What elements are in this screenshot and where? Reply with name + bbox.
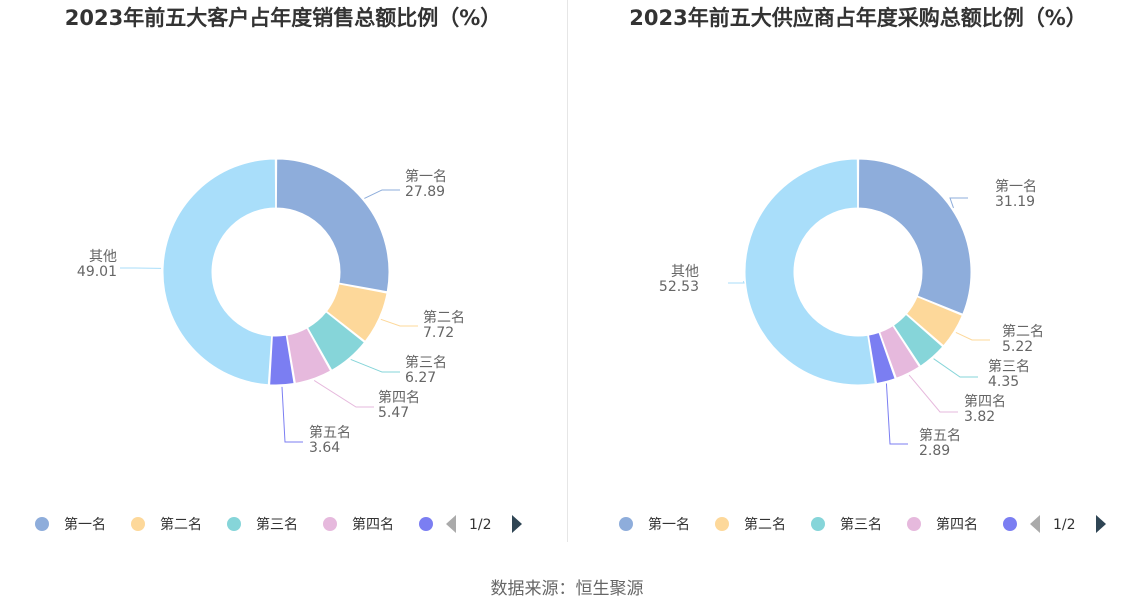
leader-line-1 — [949, 197, 968, 209]
slice-label-value-5: 3.64 — [309, 440, 340, 456]
slice-6[interactable] — [162, 158, 277, 386]
slice-label-value-6: 49.01 — [77, 264, 117, 280]
slice-label-name-6: 其他 — [671, 264, 699, 280]
legend-next-page-icon[interactable] — [1096, 515, 1106, 533]
slice-label-name-3: 第三名 — [405, 354, 447, 371]
legend-marker-5[interactable] — [1003, 517, 1017, 531]
legend-page-indicator: 1/2 — [469, 517, 492, 533]
legend-next-page-icon[interactable] — [512, 515, 522, 533]
legend-label-2[interactable]: 第二名 — [160, 516, 202, 533]
slice-label-value-1: 31.19 — [995, 194, 1035, 210]
slice-4[interactable] — [879, 325, 921, 379]
slice-label-value-1: 27.89 — [405, 184, 445, 200]
legend-label-4[interactable]: 第四名 — [352, 516, 394, 533]
slice-label-value-6: 52.53 — [659, 279, 699, 295]
slice-label-value-3: 4.35 — [988, 374, 1019, 390]
slice-label-name-2: 第二名 — [1002, 323, 1044, 340]
slice-2[interactable] — [905, 295, 963, 347]
slice-label-name-4: 第四名 — [964, 393, 1006, 410]
leader-line-5 — [281, 386, 303, 443]
leader-line-2 — [380, 318, 418, 327]
leader-line-4 — [313, 380, 374, 408]
leader-line-4 — [908, 374, 958, 413]
slice-label-value-2: 5.22 — [1002, 339, 1033, 355]
supplier-donut-chart: 第一名31.19第二名5.22第三名4.35第四名3.82第五名2.89其他52… — [619, 158, 1106, 533]
legend-page-indicator: 1/2 — [1053, 517, 1076, 533]
customer-chart-title: 2023年前五大客户占年度销售总额比例（%） — [64, 6, 502, 30]
slice-3[interactable] — [892, 313, 944, 367]
legend-marker-2[interactable] — [715, 517, 729, 531]
slice-2[interactable] — [325, 283, 388, 343]
slice-4[interactable] — [286, 327, 332, 384]
legend-marker-2[interactable] — [131, 517, 145, 531]
legend-prev-page-icon[interactable] — [446, 515, 456, 533]
slice-label-name-6: 其他 — [89, 249, 117, 265]
slice-label-value-4: 5.47 — [378, 405, 409, 421]
legend-label-1[interactable]: 第一名 — [64, 516, 106, 533]
slice-label-value-2: 7.72 — [423, 325, 454, 341]
slice-label-value-5: 2.89 — [919, 443, 950, 459]
slice-1[interactable] — [275, 158, 390, 293]
slice-label-name-2: 第二名 — [423, 309, 465, 326]
slice-label-name-5: 第五名 — [309, 424, 351, 441]
leader-line-3 — [933, 358, 978, 378]
slice-label-name-3: 第三名 — [988, 358, 1030, 375]
supplier-chart-panel: 2023年前五大供应商占年度采购总额比例（%） 第一名 31.19 第二名 5.22 第… — [568, 0, 1134, 560]
legend-marker-5[interactable] — [419, 517, 433, 531]
slice-5[interactable] — [269, 334, 295, 386]
legend-marker-3[interactable] — [811, 517, 825, 531]
customer-donut-chart: 第一名27.89第二名7.72第三名6.27第四名5.47第五名3.64其他49… — [35, 158, 522, 533]
leader-line-6 — [728, 280, 745, 284]
legend-marker-1[interactable] — [35, 517, 49, 531]
slice-label-value-3: 6.27 — [405, 370, 436, 386]
legend-label-1[interactable]: 第一名 — [648, 516, 690, 533]
leader-line-5 — [885, 383, 908, 445]
data-source: 数据来源：恒生聚源 — [490, 579, 644, 599]
legend-label-4[interactable]: 第四名 — [936, 516, 978, 533]
legend-label-3[interactable]: 第三名 — [256, 516, 298, 533]
slice-3[interactable] — [306, 311, 366, 371]
legend-marker-1[interactable] — [619, 517, 633, 531]
slice-label-name-4: 第四名 — [378, 389, 420, 406]
legend-marker-4[interactable] — [323, 517, 337, 531]
supplier-chart-title: 2023年前五大供应商占年度采购总额比例（%） — [629, 6, 1087, 30]
leader-line-1 — [364, 189, 400, 199]
legend-prev-page-icon[interactable] — [1030, 515, 1040, 533]
legend-label-2[interactable]: 第二名 — [744, 516, 786, 533]
slice-5[interactable] — [867, 331, 896, 385]
leader-line-2 — [955, 331, 990, 341]
slice-label-name-5: 第五名 — [919, 427, 961, 444]
customer-chart-panel: 2023年前五大客户占年度销售总额比例（%） 第一名 27.89 第二名 7.72 第三… — [0, 0, 566, 560]
slice-label-name-1: 第一名 — [405, 168, 447, 185]
slice-6[interactable] — [744, 158, 876, 386]
legend-label-3[interactable]: 第三名 — [840, 516, 882, 533]
leader-line-3 — [350, 358, 400, 373]
legend-marker-3[interactable] — [227, 517, 241, 531]
slice-1[interactable] — [857, 158, 972, 315]
slice-label-value-4: 3.82 — [964, 409, 995, 425]
legend-marker-4[interactable] — [907, 517, 921, 531]
panel-divider — [567, 0, 568, 542]
slice-label-name-1: 第一名 — [995, 178, 1037, 195]
